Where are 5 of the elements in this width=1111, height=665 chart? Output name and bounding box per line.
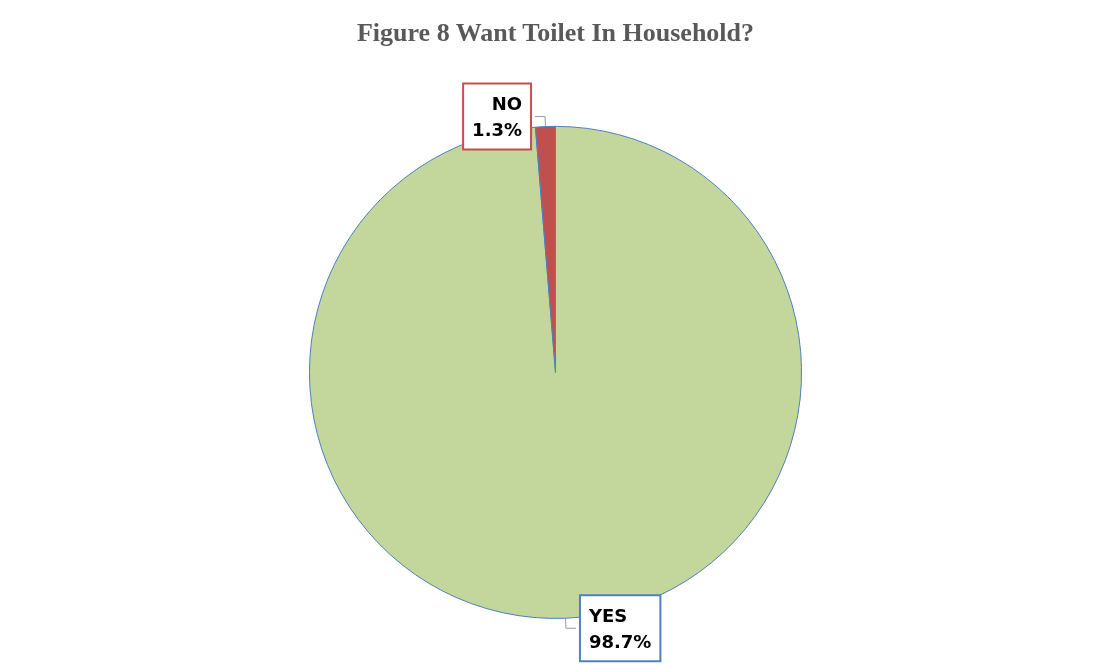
data-label: 1.3%	[472, 119, 523, 141]
slice-label: NO	[491, 93, 523, 115]
chart-title: Figure 8 Want Toilet In Household?	[356, 17, 755, 47]
data-label: 98.7%	[588, 630, 652, 652]
slice-label: YES	[587, 604, 628, 626]
